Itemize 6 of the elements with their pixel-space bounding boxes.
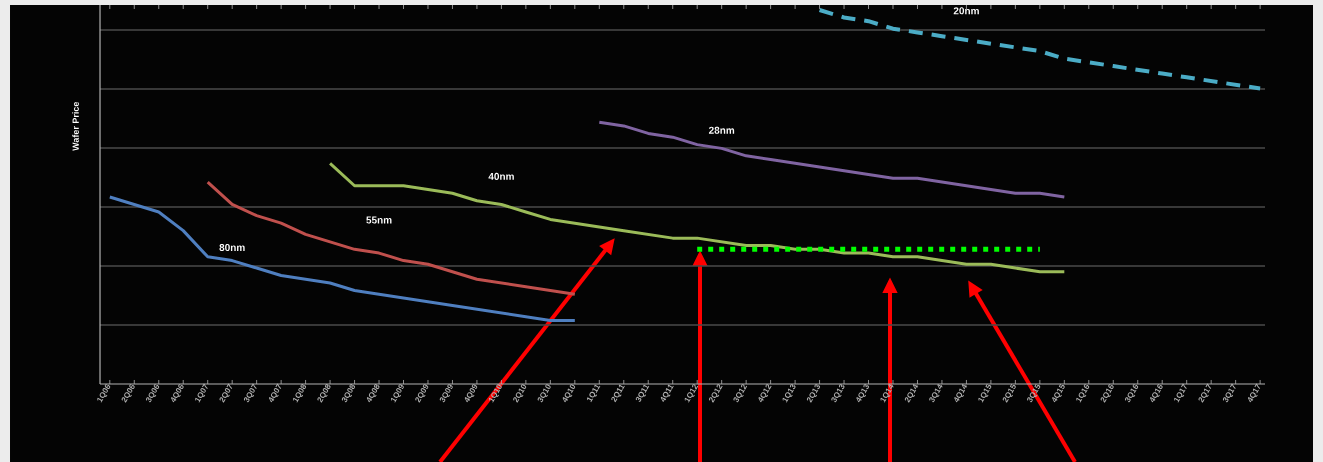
text: 20nm [953,7,979,15]
y-axis-title: Wafer Price [72,101,79,151]
series-label: 80nm [219,243,245,252]
series-label: 28nm [708,126,735,134]
text: 55nm [366,216,392,224]
text: 40nm [488,172,514,180]
